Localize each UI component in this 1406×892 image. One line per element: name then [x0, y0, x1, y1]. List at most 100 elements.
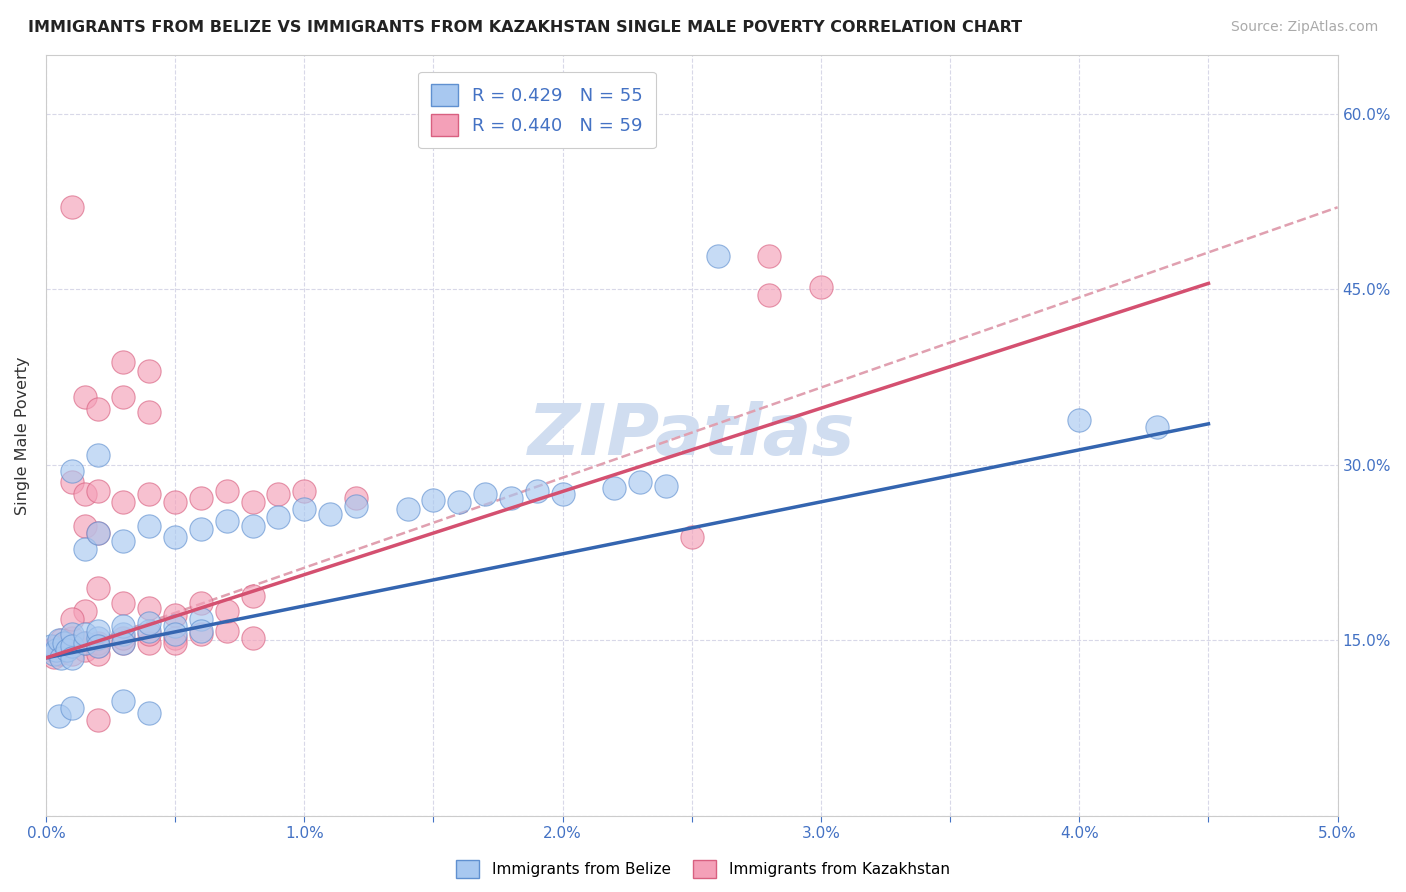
Point: [758, 249, 780, 263]
Point: [190, 612, 212, 626]
Point: [138, 624, 160, 638]
Point: [165, 530, 187, 544]
Point: [53, 642, 76, 657]
Point: [215, 604, 238, 618]
Point: [112, 596, 135, 610]
Point: [51, 651, 73, 665]
Y-axis label: Single Male Poverty: Single Male Poverty: [15, 356, 30, 515]
Point: [344, 499, 367, 513]
Point: [242, 631, 264, 645]
Point: [86, 624, 108, 638]
Point: [112, 390, 135, 404]
Point: [165, 607, 187, 622]
Point: [60, 627, 83, 641]
Point: [86, 713, 108, 727]
Point: [603, 481, 626, 495]
Point: [73, 635, 96, 649]
Point: [810, 280, 832, 294]
Point: [73, 390, 96, 404]
Point: [1069, 413, 1091, 427]
Point: [138, 600, 160, 615]
Point: [138, 487, 160, 501]
Point: [138, 627, 160, 641]
Point: [112, 631, 135, 645]
Point: [55, 635, 77, 649]
Point: [215, 514, 238, 528]
Point: [60, 639, 83, 653]
Point: [86, 525, 108, 540]
Point: [53, 635, 76, 649]
Text: IMMIGRANTS FROM BELIZE VS IMMIGRANTS FROM KAZAKHSTAN SINGLE MALE POVERTY CORRELA: IMMIGRANTS FROM BELIZE VS IMMIGRANTS FRO…: [28, 20, 1022, 35]
Point: [86, 525, 108, 540]
Point: [73, 542, 96, 557]
Point: [112, 533, 135, 548]
Point: [86, 635, 108, 649]
Point: [86, 648, 108, 662]
Point: [42, 648, 65, 662]
Point: [60, 639, 83, 653]
Text: Source: ZipAtlas.com: Source: ZipAtlas.com: [1230, 20, 1378, 34]
Point: [319, 507, 342, 521]
Point: [73, 635, 96, 649]
Point: [344, 491, 367, 505]
Point: [292, 483, 315, 498]
Point: [449, 495, 471, 509]
Point: [138, 615, 160, 630]
Legend: Immigrants from Belize, Immigrants from Kazakhstan: Immigrants from Belize, Immigrants from …: [450, 854, 956, 884]
Point: [112, 495, 135, 509]
Point: [86, 639, 108, 653]
Point: [165, 635, 187, 649]
Point: [655, 479, 678, 493]
Point: [73, 642, 96, 657]
Point: [60, 648, 83, 662]
Point: [138, 364, 160, 378]
Point: [39, 639, 62, 653]
Text: ZIPatlas: ZIPatlas: [529, 401, 855, 470]
Point: [45, 639, 67, 653]
Point: [165, 627, 187, 641]
Point: [138, 405, 160, 419]
Point: [48, 648, 70, 662]
Point: [73, 518, 96, 533]
Point: [112, 635, 135, 649]
Point: [1146, 420, 1168, 434]
Point: [86, 639, 108, 653]
Point: [60, 475, 83, 490]
Point: [422, 492, 444, 507]
Point: [267, 487, 290, 501]
Point: [112, 635, 135, 649]
Point: [242, 495, 264, 509]
Point: [190, 491, 212, 505]
Point: [681, 530, 703, 544]
Point: [60, 701, 83, 715]
Point: [60, 631, 83, 645]
Point: [215, 624, 238, 638]
Point: [499, 491, 522, 505]
Legend: R = 0.429   N = 55, R = 0.440   N = 59: R = 0.429 N = 55, R = 0.440 N = 59: [418, 71, 655, 148]
Point: [758, 288, 780, 302]
Point: [138, 635, 160, 649]
Point: [55, 642, 77, 657]
Point: [42, 649, 65, 664]
Point: [86, 401, 108, 416]
Point: [48, 709, 70, 723]
Point: [86, 449, 108, 463]
Point: [190, 627, 212, 641]
Point: [215, 483, 238, 498]
Point: [112, 355, 135, 369]
Point: [60, 651, 83, 665]
Point: [138, 706, 160, 720]
Point: [165, 495, 187, 509]
Point: [242, 589, 264, 603]
Point: [190, 596, 212, 610]
Point: [48, 633, 70, 648]
Point: [292, 502, 315, 516]
Point: [396, 502, 419, 516]
Point: [86, 483, 108, 498]
Point: [45, 642, 67, 657]
Point: [138, 518, 160, 533]
Point: [551, 487, 574, 501]
Point: [73, 604, 96, 618]
Point: [628, 475, 651, 490]
Point: [73, 627, 96, 641]
